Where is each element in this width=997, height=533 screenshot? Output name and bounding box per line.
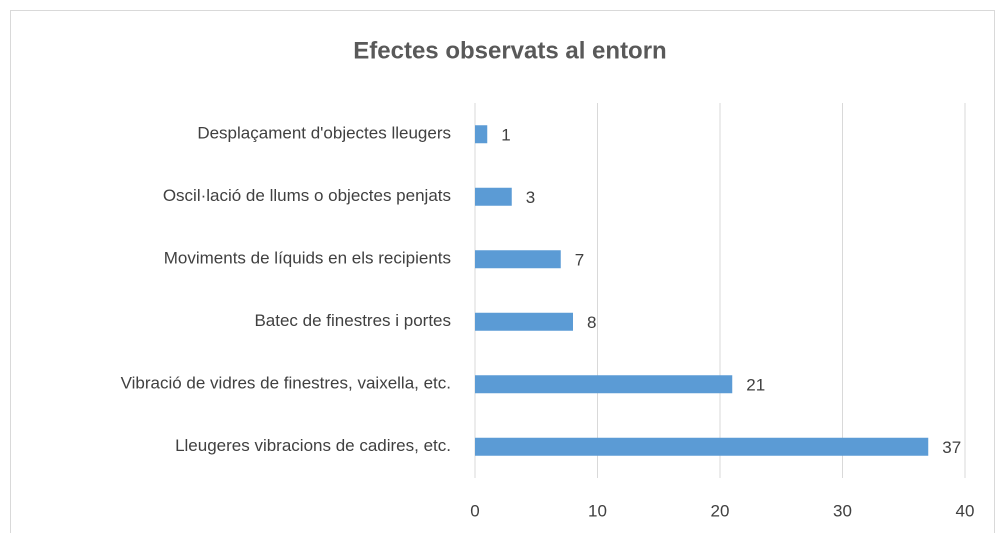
data-label: 7 [575, 251, 584, 270]
chart-title: Efectes observats al entorn [353, 37, 666, 64]
y-tick-label: Batec de finestres i portes [254, 311, 451, 330]
bar [475, 125, 488, 144]
bar [475, 250, 561, 269]
y-tick-label: Oscil·lació de llums o objectes penjats [163, 186, 451, 205]
y-tick-label: Desplaçament d'objectes lleugers [197, 124, 451, 143]
x-tick-label: 10 [588, 501, 607, 520]
x-tick-label: 40 [956, 501, 975, 520]
y-tick-label: Moviments de líquids en els recipients [164, 249, 451, 268]
data-label: 21 [746, 376, 765, 395]
bar [475, 312, 573, 331]
x-tick-label: 0 [470, 501, 479, 520]
x-tick-label: 20 [711, 501, 730, 520]
data-label: 8 [587, 313, 596, 332]
data-label: 1 [501, 126, 510, 145]
y-tick-label: Lleugeres vibracions de cadires, etc. [175, 436, 451, 455]
bar [475, 437, 929, 456]
bar [475, 187, 512, 206]
bar [475, 375, 733, 394]
data-label: 3 [526, 188, 535, 207]
data-label: 37 [942, 438, 961, 457]
y-tick-label: Vibració de vidres de finestres, vaixell… [121, 374, 451, 393]
x-tick-label: 30 [833, 501, 852, 520]
